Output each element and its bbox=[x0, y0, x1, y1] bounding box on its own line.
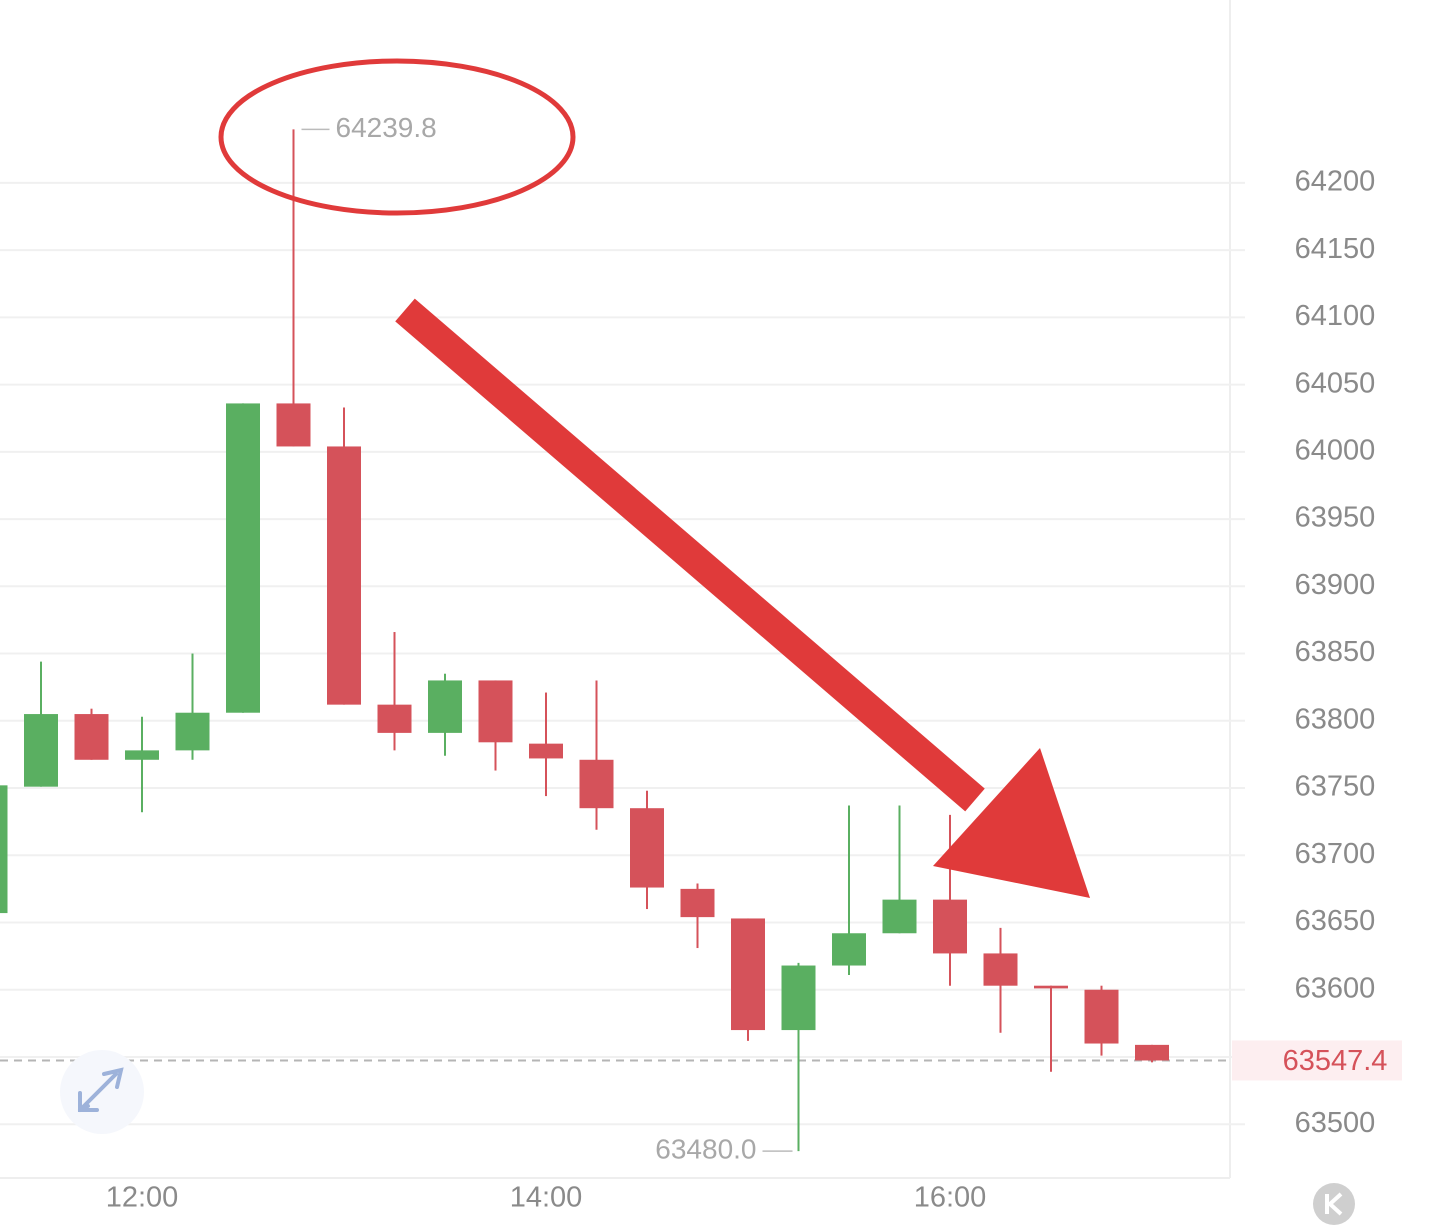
annotation-label: 64239.8 bbox=[336, 112, 437, 143]
y-tick-label: 64150 bbox=[1295, 233, 1376, 265]
candle-body bbox=[1135, 1044, 1169, 1061]
logo-mark bbox=[1325, 1192, 1343, 1216]
y-tick-label: 63600 bbox=[1295, 972, 1376, 1004]
y-tick-label: 63700 bbox=[1295, 838, 1376, 870]
candle-body bbox=[428, 680, 462, 733]
candle-body bbox=[529, 743, 563, 759]
y-tick-label: 63650 bbox=[1295, 905, 1376, 937]
candle-body bbox=[933, 899, 967, 954]
candle-body bbox=[327, 446, 361, 705]
candle-body bbox=[276, 403, 311, 447]
candle-body bbox=[478, 680, 513, 743]
highlight-ellipse bbox=[218, 58, 576, 216]
candle-body bbox=[731, 918, 765, 1031]
labels: 6350063550636006365063700637506380063850… bbox=[106, 112, 1402, 1214]
arrow-shaft bbox=[395, 298, 985, 812]
y-tick-label: 63500 bbox=[1295, 1107, 1376, 1139]
candle-body bbox=[377, 704, 412, 733]
expand-bg bbox=[60, 1050, 144, 1134]
candle-body bbox=[579, 759, 614, 809]
candle-body bbox=[630, 808, 664, 888]
trend-arrow bbox=[395, 298, 1090, 898]
logo bbox=[1313, 1183, 1355, 1225]
last-price-tag bbox=[1232, 1040, 1402, 1081]
candle-body bbox=[983, 953, 1018, 986]
candle-body bbox=[1034, 985, 1068, 989]
last-price-label: 63547.4 bbox=[1283, 1045, 1388, 1077]
y-tick-label: 63900 bbox=[1295, 569, 1376, 601]
candle-body bbox=[125, 750, 159, 760]
y-tick-label: 64000 bbox=[1295, 434, 1376, 466]
y-tick-label: 63850 bbox=[1295, 636, 1376, 668]
grid bbox=[0, 181, 1245, 1126]
candle-body bbox=[226, 403, 260, 713]
y-tick-label: 63800 bbox=[1295, 703, 1376, 735]
y-tick-label: 64100 bbox=[1295, 300, 1376, 332]
candles bbox=[0, 129, 1169, 1152]
x-tick-label: 14:00 bbox=[510, 1182, 583, 1214]
x-tick-label: 12:00 bbox=[106, 1182, 179, 1214]
candle-body bbox=[680, 888, 715, 918]
y-tick-label: 63950 bbox=[1295, 502, 1376, 534]
arrow-head bbox=[933, 748, 1090, 898]
expand-button[interactable] bbox=[60, 1050, 144, 1134]
x-tick-label: 16:00 bbox=[914, 1182, 987, 1214]
y-tick-label: 64050 bbox=[1295, 367, 1376, 399]
candle-body bbox=[74, 714, 109, 760]
candle-body bbox=[781, 965, 816, 1031]
y-tick-label: 63750 bbox=[1295, 771, 1376, 803]
expand-icon bbox=[78, 1067, 124, 1112]
candle-body bbox=[24, 714, 58, 787]
annotation-label: 63480.0 bbox=[655, 1133, 756, 1164]
candle-body bbox=[0, 785, 8, 914]
candle-body bbox=[175, 712, 210, 751]
candle-body bbox=[1084, 989, 1119, 1044]
y-tick-label: 64200 bbox=[1295, 166, 1376, 198]
candle-body bbox=[832, 933, 866, 966]
logo-bg bbox=[1313, 1183, 1355, 1225]
candle-body bbox=[882, 899, 917, 934]
